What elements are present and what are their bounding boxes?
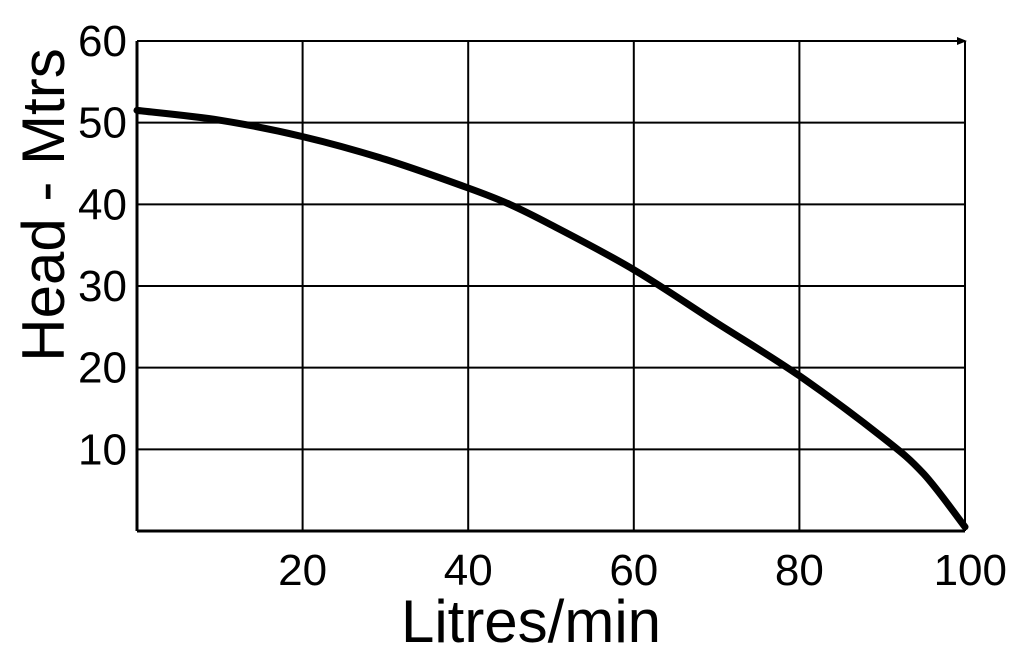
x-axis-title: Litres/min [401, 588, 661, 655]
series-layer [133, 106, 969, 531]
y-tick-labels: 10 20 30 40 50 60 [78, 17, 127, 474]
series-line-0 [133, 106, 969, 531]
x-tick-label-60: 60 [609, 546, 658, 595]
y-axis-title: Head - Mtrs [10, 48, 77, 361]
x-tick-labels: 20 40 60 80 100 [278, 546, 1007, 595]
frame-top-arrow [957, 37, 967, 45]
y-tick-label-40: 40 [78, 180, 127, 229]
y-tick-label-20: 20 [78, 344, 127, 393]
plot-frame [135, 37, 967, 533]
y-tick-label-50: 50 [78, 99, 127, 148]
grid-lines [137, 41, 965, 531]
x-tick-label-80: 80 [775, 546, 824, 595]
y-tick-label-60: 60 [78, 17, 127, 66]
x-tick-label-100: 100 [934, 546, 1007, 595]
x-tick-label-20: 20 [278, 546, 327, 595]
x-tick-label-40: 40 [444, 546, 493, 595]
y-tick-label-30: 30 [78, 262, 127, 311]
y-tick-label-10: 10 [78, 425, 127, 474]
